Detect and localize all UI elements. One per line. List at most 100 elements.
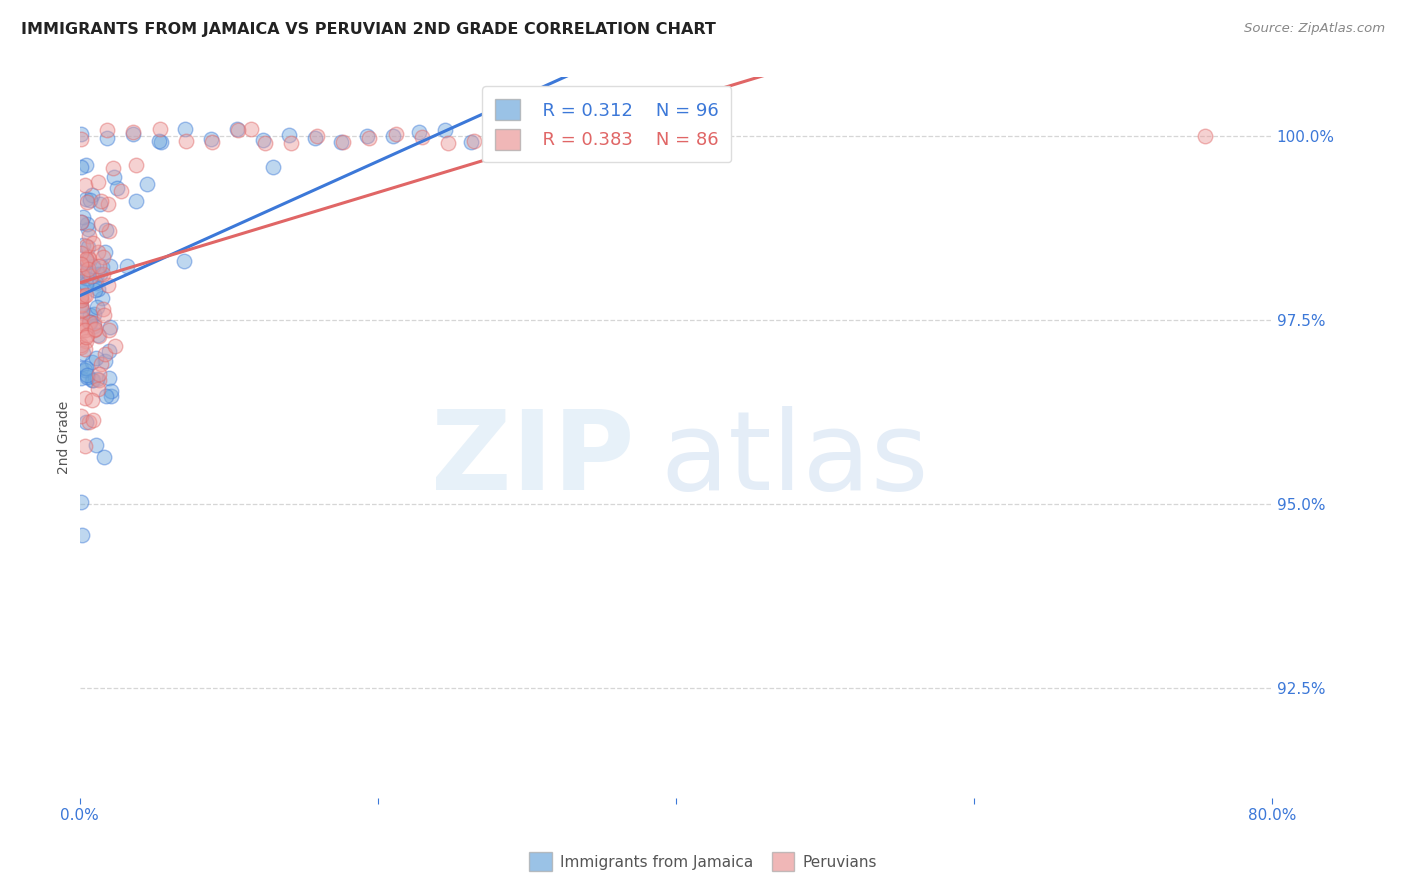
Point [83, 318, 105, 333]
Point [174, 122, 197, 136]
Point [72, 527, 94, 541]
Point [98, 224, 121, 238]
Point [91, 250, 114, 264]
Point [70, 337, 93, 351]
Point [1194, 129, 1216, 144]
Point [82, 373, 104, 387]
Point [86, 327, 108, 342]
Point [70, 318, 93, 332]
Point [75, 157, 97, 171]
Point [437, 136, 460, 150]
Point [72, 269, 94, 284]
Point [101, 161, 124, 176]
Point [91, 260, 114, 274]
Text: IMMIGRANTS FROM JAMAICA VS PERUVIAN 2ND GRADE CORRELATION CHART: IMMIGRANTS FROM JAMAICA VS PERUVIAN 2ND … [21, 22, 716, 37]
Text: Source: ZipAtlas.com: Source: ZipAtlas.com [1244, 22, 1385, 36]
Point [80, 392, 103, 407]
Point [76, 328, 98, 343]
Point [100, 384, 122, 399]
Point [98, 259, 121, 273]
Point [77, 228, 100, 243]
Point [252, 133, 274, 147]
Point [70, 317, 93, 331]
Point [70, 298, 93, 312]
Point [84, 438, 107, 452]
Point [411, 130, 433, 145]
Point [538, 133, 561, 147]
Point [332, 136, 354, 150]
Point [75, 391, 97, 405]
Point [72, 289, 94, 303]
Text: atlas: atlas [661, 406, 929, 513]
Point [149, 122, 172, 136]
Point [79, 193, 101, 207]
Point [382, 128, 405, 143]
Point [76, 217, 98, 231]
Legend:   R = 0.312    N = 96,   R = 0.383    N = 86: R = 0.312 N = 96, R = 0.383 N = 86 [482, 87, 731, 162]
Point [82, 413, 104, 427]
Point [73, 343, 96, 357]
Point [87, 244, 110, 259]
Point [75, 277, 97, 291]
Point [75, 252, 97, 266]
Point [75, 439, 97, 453]
Point [173, 254, 195, 268]
Point [97, 277, 120, 292]
Point [70, 303, 93, 318]
Point [79, 308, 101, 322]
Point [122, 125, 145, 139]
Point [359, 131, 381, 145]
Point [77, 261, 100, 276]
Point [70, 268, 93, 283]
Point [489, 130, 512, 145]
Point [76, 195, 98, 210]
Point [75, 238, 97, 252]
Point [75, 361, 97, 376]
Point [70, 246, 93, 260]
Point [86, 301, 108, 315]
Point [80, 373, 103, 387]
Point [82, 236, 104, 251]
Point [70, 371, 93, 385]
Point [70, 299, 93, 313]
Point [94, 347, 117, 361]
Point [80, 268, 103, 283]
Point [278, 128, 301, 142]
Point [70, 323, 93, 337]
Point [226, 122, 249, 136]
Point [512, 122, 534, 136]
Point [103, 169, 125, 184]
Point [84, 322, 107, 336]
Point [564, 133, 586, 147]
Point [87, 373, 110, 387]
Point [79, 315, 101, 329]
Point [79, 315, 101, 329]
Point [90, 217, 112, 231]
Point [89, 267, 111, 281]
Point [76, 255, 98, 269]
Point [384, 127, 406, 141]
Legend: Immigrants from Jamaica, Peruvians: Immigrants from Jamaica, Peruvians [523, 847, 883, 877]
Point [84, 351, 107, 366]
Point [76, 368, 98, 382]
Point [77, 265, 100, 279]
Point [73, 362, 96, 376]
Point [82, 187, 104, 202]
Y-axis label: 2nd Grade: 2nd Grade [58, 401, 72, 475]
Point [135, 178, 157, 192]
Point [75, 287, 97, 301]
Point [76, 222, 98, 236]
Point [70, 132, 93, 146]
Point [304, 130, 326, 145]
Point [70, 494, 93, 508]
Point [83, 323, 105, 337]
Point [262, 160, 284, 174]
Point [89, 197, 111, 211]
Point [75, 178, 97, 193]
Point [305, 128, 328, 143]
Point [83, 316, 105, 330]
Point [356, 128, 378, 143]
Point [98, 320, 121, 334]
Point [434, 123, 457, 137]
Point [72, 210, 94, 224]
